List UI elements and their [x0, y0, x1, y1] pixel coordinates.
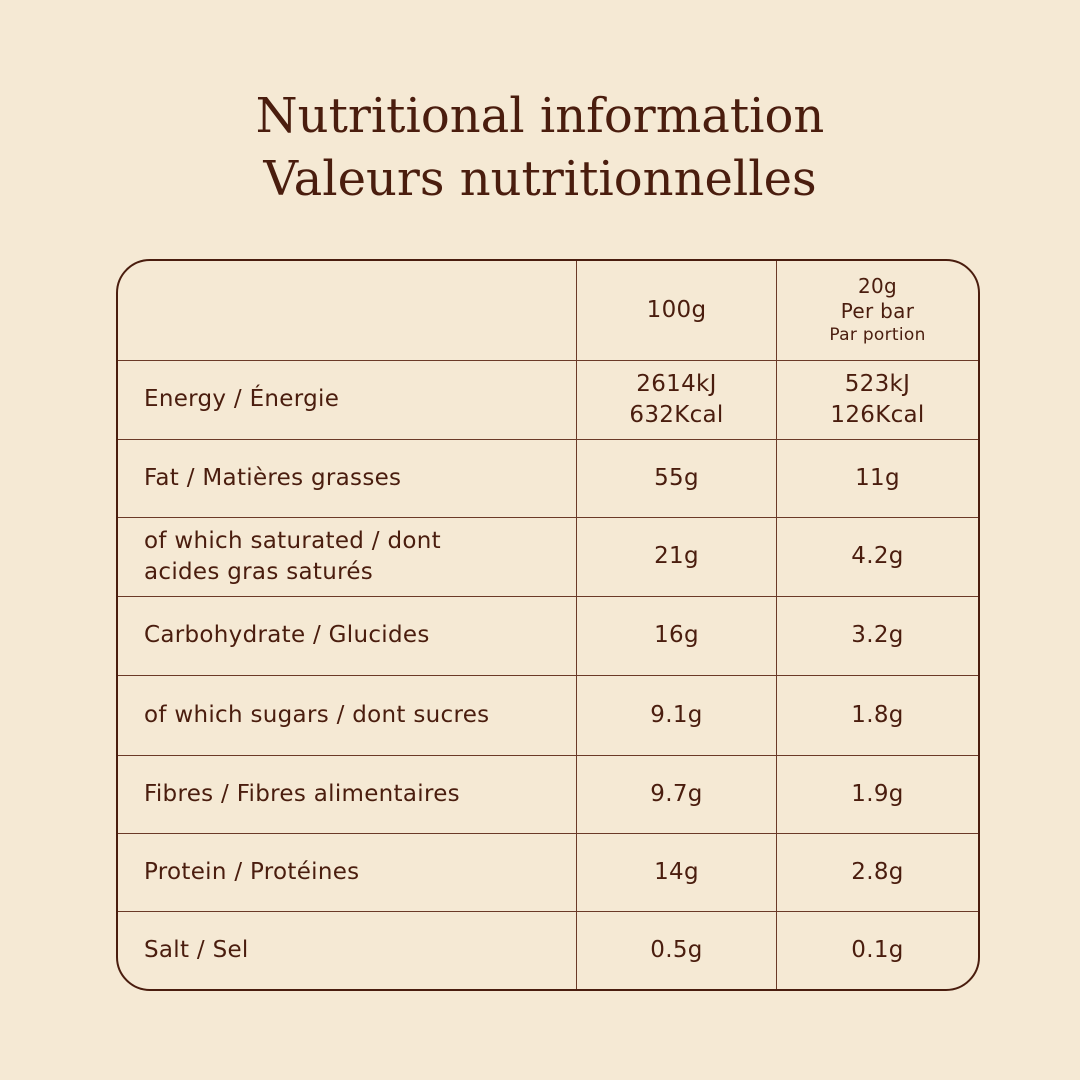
value-per-100g: 21g: [577, 518, 777, 597]
value-per-100g-text: 21g: [654, 543, 699, 570]
row-label: Energy / Énergie: [118, 361, 577, 440]
value-per-100g: 9.1g: [577, 676, 777, 756]
title-french: Valeurs nutritionnelles: [263, 151, 817, 207]
value-per-bar-text: 11g: [855, 464, 900, 491]
value-per-100g: 2614kJ 632Kcal: [577, 361, 777, 440]
header-100g-label: 100g: [646, 296, 707, 323]
value-per-100g-text: 2614kJ: [636, 370, 717, 397]
value-per-100g-text: 9.7g: [650, 780, 703, 807]
value-per-100g-text: 55g: [654, 464, 699, 491]
row-label: Salt / Sel: [118, 912, 577, 989]
value-per-bar-text: 3.2g: [851, 622, 904, 649]
value-per-100g-text: 9.1g: [650, 701, 703, 728]
row-label: Fibres / Fibres alimentaires: [118, 756, 577, 834]
nutrition-table: 100g 20g Per bar Par portion Energy / Én…: [116, 259, 980, 991]
row-label-text: Protein / Protéines: [144, 858, 360, 885]
value-per-100g-text: 632Kcal: [629, 402, 724, 428]
value-per-bar-text: 0.1g: [851, 936, 904, 963]
value-per-bar: 1.9g: [777, 756, 978, 834]
row-label: of which sugars / dont sucres: [118, 676, 577, 756]
value-per-bar: 11g: [777, 440, 978, 518]
row-label-text: Fibres / Fibres alimentaires: [144, 780, 460, 807]
value-per-bar-text: 1.9g: [851, 780, 904, 807]
value-per-bar-text: 4.2g: [851, 543, 904, 570]
row-label-text: Energy / Énergie: [144, 386, 340, 413]
title-english: Nutritional information: [255, 88, 825, 144]
value-per-bar: 4.2g: [777, 518, 978, 597]
row-label: Fat / Matières grasses: [118, 440, 577, 518]
row-label-text: Salt / Sel: [144, 936, 249, 963]
row-label: of which saturated / dont acides gras sa…: [118, 518, 577, 597]
value-per-100g: 14g: [577, 834, 777, 912]
value-per-100g-text: 14g: [654, 858, 699, 885]
header-par-portion: Par portion: [829, 325, 926, 346]
row-label-text: Fat / Matières grasses: [144, 464, 402, 491]
row-label: Protein / Protéines: [118, 834, 577, 912]
value-per-100g: 0.5g: [577, 912, 777, 989]
header-per-bar: 20g Per bar Par portion: [777, 261, 978, 361]
value-per-bar-text: 1.8g: [851, 701, 904, 728]
value-per-bar: 1.8g: [777, 676, 978, 756]
value-per-bar-text: 523kJ: [844, 370, 911, 397]
value-per-bar: 0.1g: [777, 912, 978, 989]
value-per-bar-text: 126Kcal: [830, 402, 925, 428]
value-per-100g-text: 0.5g: [650, 936, 703, 963]
value-per-bar: 523kJ 126Kcal: [777, 361, 978, 440]
value-per-bar: 3.2g: [777, 597, 978, 676]
value-per-100g-text: 16g: [654, 622, 699, 649]
value-per-100g: 9.7g: [577, 756, 777, 834]
value-per-bar-text: 2.8g: [851, 858, 904, 885]
header-100g: 100g: [577, 261, 777, 361]
header-per-bar-label: Per bar: [840, 299, 915, 324]
value-per-100g: 55g: [577, 440, 777, 518]
row-label-text: of which saturated / dont acides gras sa…: [144, 527, 441, 585]
value-per-bar: 2.8g: [777, 834, 978, 912]
row-label: Carbohydrate / Glucides: [118, 597, 577, 676]
row-label-text: of which sugars / dont sucres: [144, 701, 490, 728]
value-per-100g: 16g: [577, 597, 777, 676]
row-label-text: Carbohydrate / Glucides: [144, 622, 430, 649]
header-20g: 20g: [857, 274, 898, 299]
header-empty-cell: [118, 261, 577, 361]
